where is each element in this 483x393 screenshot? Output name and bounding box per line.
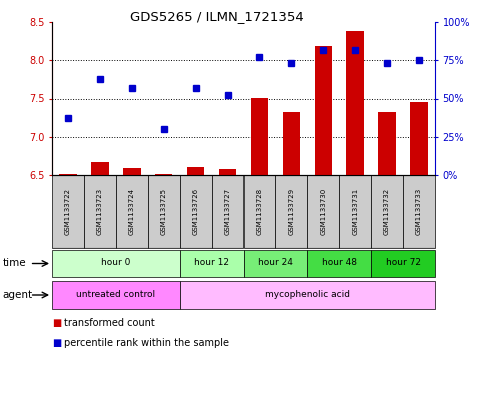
Bar [275, 175, 307, 248]
Bar [91, 162, 109, 175]
Bar [180, 175, 212, 248]
Text: GSM1133724: GSM1133724 [129, 188, 135, 235]
Text: GSM1133729: GSM1133729 [288, 188, 294, 235]
Text: GSM1133728: GSM1133728 [256, 188, 262, 235]
Text: GSM1133725: GSM1133725 [161, 188, 167, 235]
Bar [52, 281, 180, 309]
Bar [243, 175, 275, 248]
Bar [410, 102, 428, 175]
Text: untreated control: untreated control [76, 290, 156, 299]
Bar [52, 175, 84, 248]
Bar [378, 112, 396, 175]
Text: GSM1133732: GSM1133732 [384, 188, 390, 235]
Text: ■: ■ [52, 318, 61, 328]
Bar [155, 174, 172, 175]
Bar [403, 175, 435, 248]
Text: GSM1133723: GSM1133723 [97, 188, 103, 235]
Bar [243, 250, 307, 277]
Bar [314, 46, 332, 175]
Bar [307, 175, 339, 248]
Bar [84, 175, 116, 248]
Bar [212, 175, 243, 248]
Text: GSM1133722: GSM1133722 [65, 188, 71, 235]
Bar [59, 174, 77, 175]
Bar [180, 281, 435, 309]
Text: GDS5265 / ILMN_1721354: GDS5265 / ILMN_1721354 [130, 10, 304, 23]
Text: hour 0: hour 0 [101, 258, 130, 267]
Bar [148, 175, 180, 248]
Bar [187, 167, 204, 175]
Bar [283, 112, 300, 175]
Text: GSM1133730: GSM1133730 [320, 188, 327, 235]
Text: mycophenolic acid: mycophenolic acid [265, 290, 350, 299]
Bar [180, 250, 243, 277]
Text: GSM1133727: GSM1133727 [225, 188, 230, 235]
Bar [339, 175, 371, 248]
Bar [371, 250, 435, 277]
Text: GSM1133733: GSM1133733 [416, 188, 422, 235]
Text: time: time [2, 259, 26, 268]
Text: hour 24: hour 24 [258, 258, 293, 267]
Text: percentile rank within the sample: percentile rank within the sample [64, 338, 229, 348]
Text: transformed count: transformed count [64, 318, 155, 328]
Bar [307, 250, 371, 277]
Bar [116, 175, 148, 248]
Bar [52, 250, 180, 277]
Text: agent: agent [2, 290, 32, 300]
Text: hour 72: hour 72 [385, 258, 421, 267]
Bar [371, 175, 403, 248]
Text: hour 48: hour 48 [322, 258, 357, 267]
Text: ■: ■ [52, 338, 61, 348]
Bar [251, 99, 268, 175]
Text: hour 12: hour 12 [194, 258, 229, 267]
Bar [123, 168, 141, 175]
Bar [346, 31, 364, 175]
Text: GSM1133731: GSM1133731 [352, 188, 358, 235]
Bar [219, 169, 236, 175]
Text: GSM1133726: GSM1133726 [193, 188, 199, 235]
